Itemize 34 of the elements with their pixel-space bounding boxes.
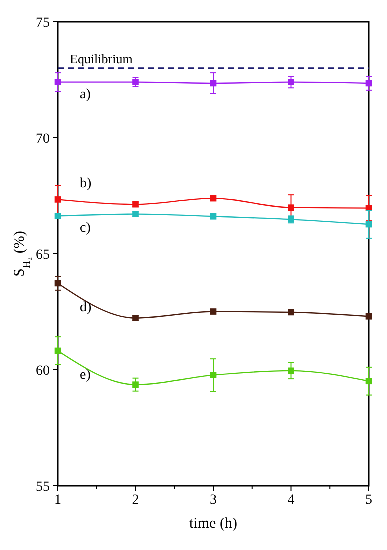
y-tick-label: 65 bbox=[36, 248, 50, 263]
x-axis-title: time (h) bbox=[190, 516, 238, 532]
point bbox=[288, 204, 294, 211]
series-label: a) bbox=[80, 87, 92, 102]
point bbox=[366, 80, 372, 87]
x-tick-label: 3 bbox=[210, 493, 217, 508]
point bbox=[366, 313, 372, 320]
point bbox=[210, 372, 217, 378]
series-label: c) bbox=[80, 221, 92, 236]
point bbox=[366, 378, 372, 385]
point bbox=[132, 79, 139, 86]
point bbox=[210, 308, 217, 315]
x-tick-label: 1 bbox=[54, 493, 62, 508]
point bbox=[288, 368, 294, 374]
x-tick-label: 5 bbox=[366, 493, 372, 508]
series-label: e) bbox=[80, 368, 92, 383]
y-tick-label: 60 bbox=[36, 364, 50, 379]
point bbox=[132, 382, 139, 388]
x-tick-label: 2 bbox=[132, 493, 140, 508]
point bbox=[54, 196, 62, 203]
series-label: d) bbox=[80, 300, 92, 316]
x-tick-label: 4 bbox=[288, 493, 295, 508]
ref-line-label: Equilibrium bbox=[70, 51, 133, 66]
point bbox=[210, 80, 217, 87]
series-label: b) bbox=[80, 176, 92, 192]
point bbox=[210, 195, 217, 202]
point bbox=[288, 79, 294, 86]
point bbox=[54, 79, 62, 86]
y-tick-label: 75 bbox=[36, 16, 50, 31]
point bbox=[54, 280, 62, 287]
point bbox=[54, 348, 62, 354]
point bbox=[210, 213, 217, 220]
y-tick-label: 55 bbox=[36, 480, 50, 495]
y-tick-label: 70 bbox=[36, 132, 50, 147]
